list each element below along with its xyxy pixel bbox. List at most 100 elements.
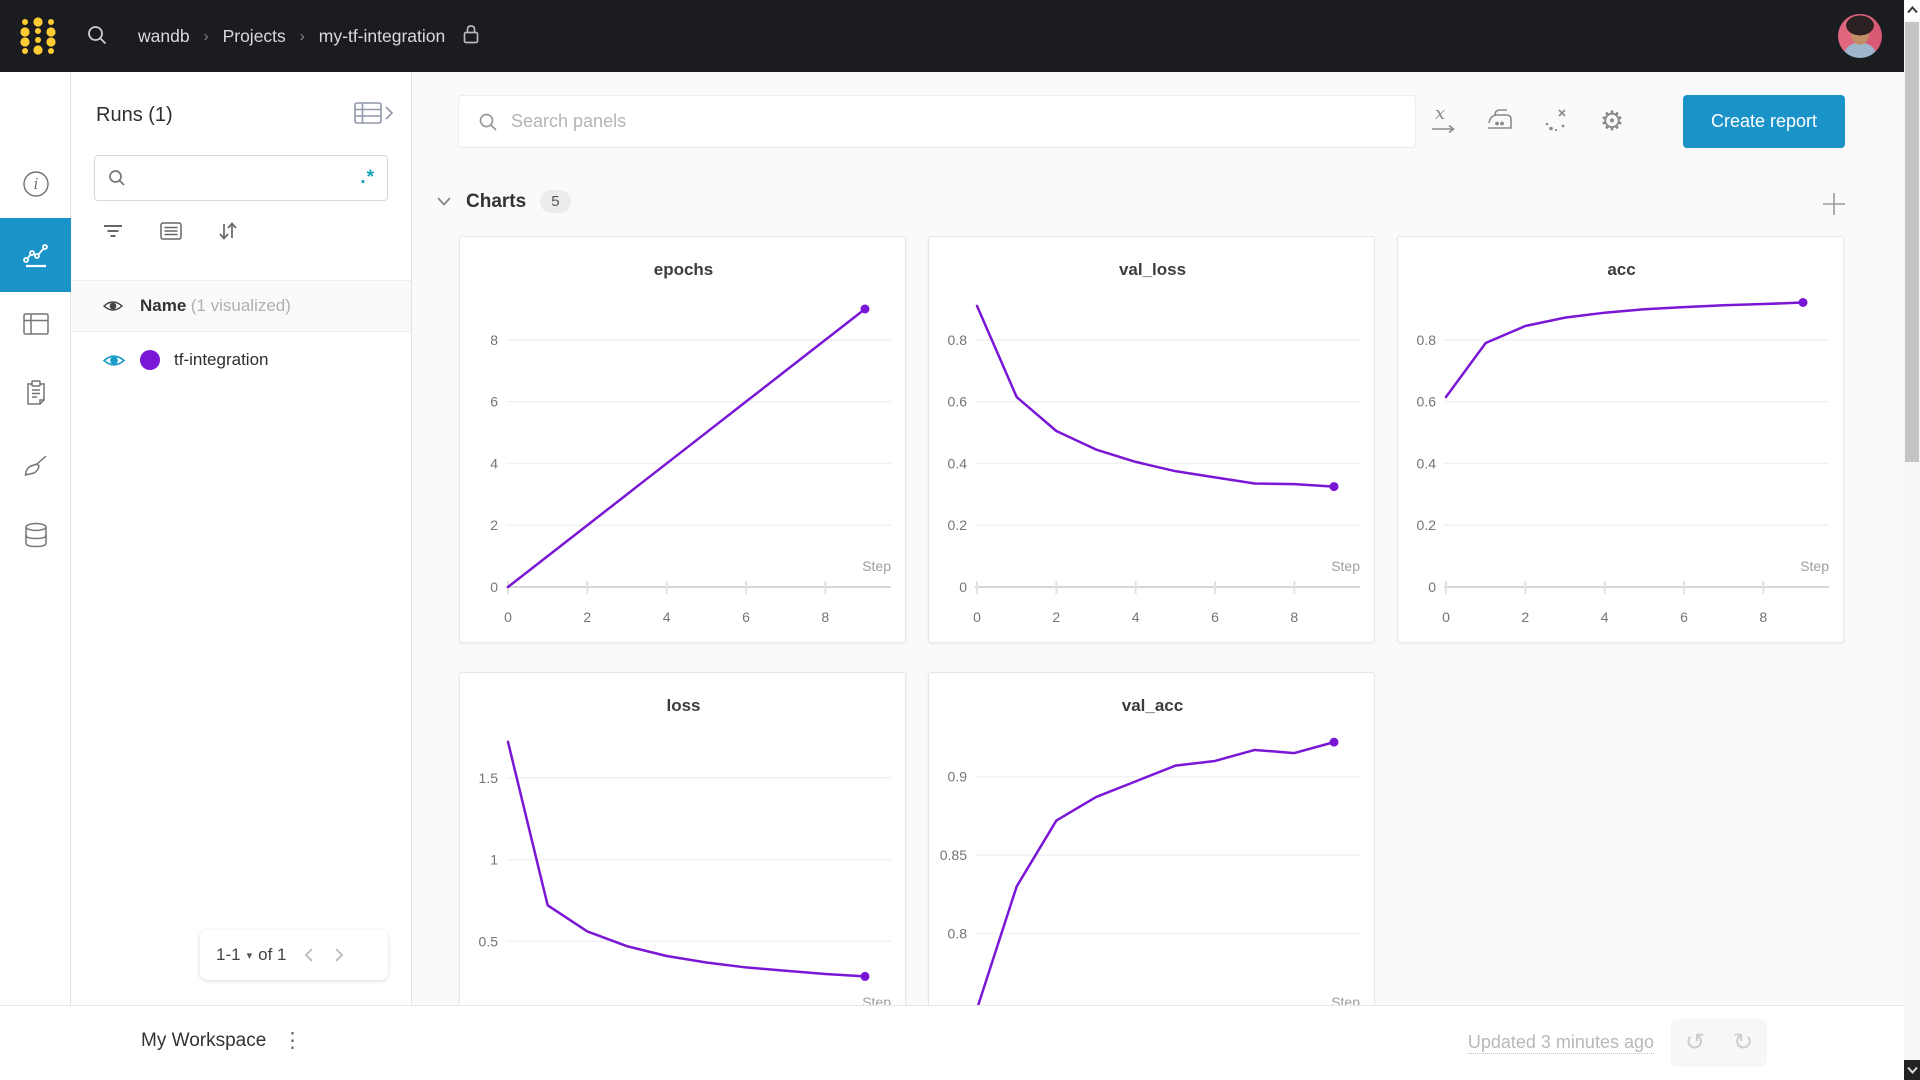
smoothing-button[interactable] [1484, 102, 1516, 140]
add-panel-plus-icon[interactable] [1820, 190, 1848, 223]
breadcrumb-entity[interactable]: wandb [138, 25, 190, 46]
svg-text:0.4: 0.4 [948, 455, 968, 471]
svg-text:loss: loss [666, 696, 700, 715]
runs-search-box: .* [94, 155, 388, 201]
svg-text:val_loss: val_loss [1119, 260, 1186, 279]
svg-text:6: 6 [1680, 609, 1688, 625]
visibility-all-eye-icon[interactable] [102, 297, 124, 315]
svg-text:4: 4 [1601, 609, 1609, 625]
scrollbar-thumb[interactable] [1905, 22, 1919, 462]
svg-text:0.5: 0.5 [479, 933, 499, 949]
svg-text:val_acc: val_acc [1122, 696, 1183, 715]
svg-text:0.6: 0.6 [1417, 394, 1437, 410]
page-scrollbar[interactable] [1904, 0, 1920, 1080]
charts-collapse-chevron-icon[interactable] [436, 196, 452, 207]
workspace-menu-kebab-icon[interactable]: ⋮ [282, 1029, 303, 1052]
name-column-label: Name [140, 296, 187, 315]
svg-text:0: 0 [1428, 579, 1436, 595]
svg-text:0.2: 0.2 [1417, 517, 1437, 533]
svg-text:1: 1 [490, 852, 498, 868]
search-icon [109, 170, 125, 186]
panel-search-input[interactable] [511, 111, 1397, 132]
svg-text:Step: Step [1800, 558, 1829, 574]
svg-text:0: 0 [1442, 609, 1450, 625]
svg-text:acc: acc [1607, 260, 1635, 279]
redo-icon[interactable]: ↻ [1732, 1029, 1754, 1056]
svg-text:0: 0 [973, 609, 981, 625]
chart-card-val_loss[interactable]: 0 0.2 0.4 0.6 0.8 0 2 4 6 8 Step val_loss [928, 236, 1375, 643]
run-color-dot [140, 350, 160, 370]
breadcrumb: wandb › Projects › my-tf-integration [138, 0, 481, 72]
svg-text:6: 6 [742, 609, 750, 625]
charts-section-title: Charts [466, 190, 527, 212]
breadcrumb-project-name[interactable]: my-tf-integration [318, 25, 446, 46]
runs-panel-title: Runs (1) [96, 104, 173, 126]
svg-text:0.9: 0.9 [948, 769, 968, 785]
workspace-title: My Workspace [141, 1030, 267, 1051]
expand-runs-table-button[interactable] [354, 100, 396, 131]
global-search-icon[interactable] [86, 24, 110, 53]
rail-sweeps-button[interactable] [0, 438, 71, 494]
svg-text:4: 4 [1132, 609, 1140, 625]
svg-text:0: 0 [959, 579, 967, 595]
left-icon-rail: i [0, 72, 71, 1080]
chart-card-epochs[interactable]: 0 2 4 6 8 0 2 4 6 8 Step epochs [459, 236, 906, 643]
breadcrumb-separator: › [299, 27, 305, 45]
top-navbar: wandb › Projects › my-tf-integration [0, 0, 1904, 72]
svg-text:0.4: 0.4 [1417, 455, 1437, 471]
scroll-up-arrow[interactable] [1904, 0, 1920, 20]
svg-text:6: 6 [1211, 609, 1219, 625]
breadcrumb-separator: › [203, 27, 209, 45]
wandb-logo [20, 17, 56, 55]
svg-text:1.5: 1.5 [479, 770, 499, 786]
private-lock-icon [461, 23, 481, 50]
updated-timestamp[interactable]: Updated 3 minutes ago [1467, 1032, 1654, 1054]
sort-runs-button[interactable] [218, 220, 238, 242]
workspace-footer: My Workspace ⋮ Updated 3 minutes ago ↺ ↻ [0, 1005, 1904, 1080]
rail-overview-button[interactable]: i [0, 156, 71, 212]
next-page-button[interactable] [332, 946, 346, 964]
undo-icon[interactable]: ↺ [1684, 1029, 1706, 1056]
svg-text:x: x [1435, 104, 1445, 124]
svg-text:8: 8 [821, 609, 829, 625]
svg-text:2: 2 [490, 517, 498, 533]
create-report-button[interactable]: Create report [1683, 95, 1845, 148]
prev-page-button[interactable] [302, 946, 316, 964]
svg-text:2: 2 [1052, 609, 1060, 625]
svg-text:6: 6 [490, 394, 498, 410]
workspace-settings-gear-icon[interactable]: ⚙ [1599, 105, 1625, 137]
svg-text:0: 0 [504, 609, 512, 625]
svg-text:0.8: 0.8 [1417, 332, 1437, 348]
runs-sidebar: Runs (1) .* [72, 72, 412, 1005]
svg-text:4: 4 [663, 609, 671, 625]
page-size-caret[interactable]: ▾ [246, 949, 253, 962]
svg-text:8: 8 [1759, 609, 1767, 625]
group-runs-button[interactable] [160, 221, 182, 241]
run-row-tf-integration[interactable]: tf-integration [72, 332, 411, 388]
run-name-label: tf-integration [174, 350, 269, 369]
svg-text:0: 0 [490, 579, 498, 595]
breadcrumb-projects[interactable]: Projects [222, 25, 286, 46]
run-visibility-eye-icon[interactable] [102, 351, 126, 370]
rail-table-button[interactable] [0, 296, 71, 352]
regex-toggle-button[interactable]: .* [360, 167, 375, 188]
visualized-count-label: (1 visualized) [190, 296, 291, 315]
rail-charts-button[interactable] [0, 218, 71, 292]
filter-runs-button[interactable] [102, 221, 124, 241]
x-axis-settings-button[interactable]: x [1428, 102, 1460, 140]
charts-grid: 0 2 4 6 8 0 2 4 6 8 Step epochs 0 0.2 0.4 0.6 0.8 0 2 4 6 8 St… [459, 236, 1844, 1079]
scroll-down-arrow[interactable] [1904, 1060, 1920, 1080]
svg-text:4: 4 [490, 455, 498, 471]
chart-card-acc[interactable]: 0 0.2 0.4 0.6 0.8 0 2 4 6 8 Step acc [1397, 236, 1844, 643]
pagination-range: 1-1 [216, 945, 241, 964]
svg-text:8: 8 [490, 332, 498, 348]
panel-search-box [458, 95, 1416, 148]
search-icon [479, 113, 497, 131]
chart-plot: 0 2 4 6 8 0 2 4 6 8 Step epochs [490, 260, 891, 625]
runs-search-input[interactable] [135, 169, 361, 187]
rail-artifacts-button[interactable] [0, 507, 71, 563]
outliers-button[interactable] [1540, 102, 1572, 140]
rail-notes-button[interactable] [0, 365, 71, 421]
user-avatar[interactable] [1838, 14, 1882, 58]
